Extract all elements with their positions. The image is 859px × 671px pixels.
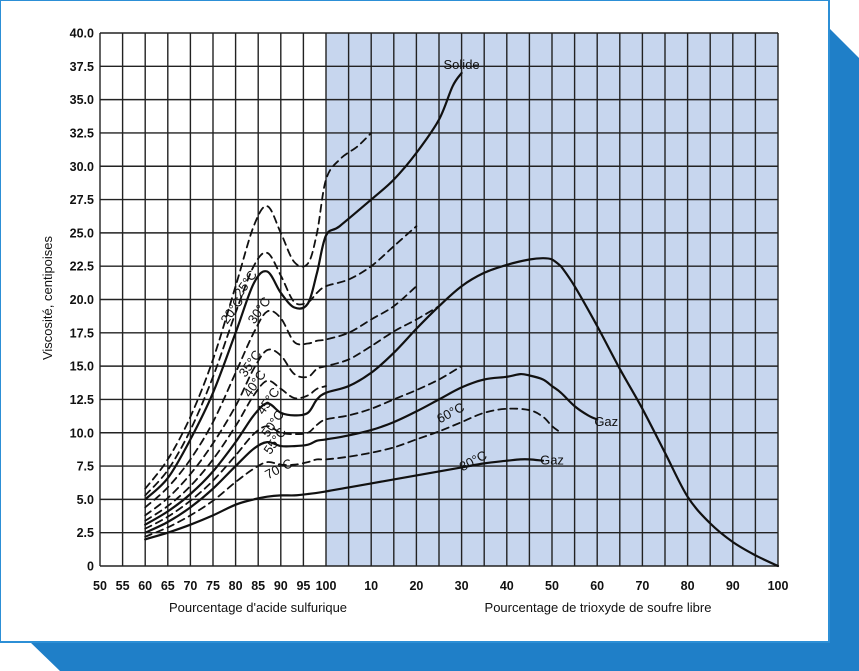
x-tick-label: 50 (93, 579, 107, 593)
y-tick-label: 25.0 (70, 226, 94, 240)
x-tick-label: 90 (726, 579, 740, 593)
series-line-40c (144, 305, 440, 517)
x-tick-label: 30 (455, 579, 469, 593)
y-tick-label: 2.5 (77, 526, 94, 540)
x-tick-label: 85 (251, 579, 265, 593)
y-tick-label: 15.0 (70, 360, 94, 374)
series-line-solubility (559, 265, 780, 568)
y-tick-label: 22.5 (70, 260, 94, 274)
y-tick-label: 35.0 (70, 93, 94, 107)
x-tick-label: 60 (138, 579, 152, 593)
x-tick-label: 70 (635, 579, 649, 593)
series-line-70c (144, 407, 562, 538)
x-axis-label-right: Pourcentage de trioxyde de soufre libre (485, 600, 712, 615)
y-tick-label: 5.0 (77, 493, 94, 507)
y-tick-label: 17.5 (70, 326, 94, 340)
y-tick-label: 32.5 (70, 126, 94, 140)
series-line-35c (144, 285, 418, 509)
x-tick-label: 100 (316, 579, 337, 593)
y-axis-ticks: 0 2.5 5.0 7.5 10.0 12.5 15.0 17.5 20.0 22.5 25.0 27… (70, 27, 94, 574)
series-line-25c (144, 225, 418, 497)
series-line-30c (144, 71, 463, 501)
x-axis-label-left: Pourcentage d'acide sulfurique (169, 600, 347, 615)
y-tick-label: 10.0 (70, 426, 94, 440)
x-tick-label: 95 (296, 579, 310, 593)
x-tick-label: 65 (161, 579, 175, 593)
series-line-60c (144, 372, 599, 534)
y-tick-label: 40.0 (70, 27, 94, 41)
annotation-label: Solide (444, 57, 480, 72)
series-line-45c (144, 379, 327, 522)
y-tick-label: 20.0 (70, 293, 94, 307)
x-tick-label: 90 (274, 579, 288, 593)
x-tick-label: 75 (206, 579, 220, 593)
x-tick-label: 55 (116, 579, 130, 593)
x-tick-label: 100 (768, 579, 789, 593)
annotation-label: 70°C (262, 455, 295, 482)
x-tick-label: 70 (183, 579, 197, 593)
y-tick-label: 12.5 (70, 393, 94, 407)
series-layer (144, 71, 780, 568)
y-tick-label: 0 (87, 560, 94, 574)
x-tick-label: 80 (681, 579, 695, 593)
x-axis-ticks: 50 55 60 65 70 75 80 85 90 95 100 10 20 30 40 50 60 70 80 9… (93, 579, 788, 593)
series-line-50c (144, 257, 563, 526)
x-tick-label: 50 (545, 579, 559, 593)
y-tick-label: 30.0 (70, 160, 94, 174)
y-tick-label: 27.5 (70, 193, 94, 207)
y-tick-label: 7.5 (77, 460, 94, 474)
x-tick-label: 20 (409, 579, 423, 593)
x-tick-label: 10 (364, 579, 378, 593)
y-axis-label: Viscosité, centipoises (40, 235, 55, 360)
x-tick-label: 60 (590, 579, 604, 593)
annotation-label: Gaz (594, 414, 618, 429)
series-line-55c (144, 365, 463, 530)
x-tick-label: 40 (500, 579, 514, 593)
y-tick-label: 37.5 (70, 60, 94, 74)
series-line-20c (144, 132, 373, 490)
series-line-80c (144, 458, 545, 541)
x-tick-label: 80 (229, 579, 243, 593)
grid (99, 32, 779, 567)
annotation-label: Gaz (540, 453, 564, 468)
